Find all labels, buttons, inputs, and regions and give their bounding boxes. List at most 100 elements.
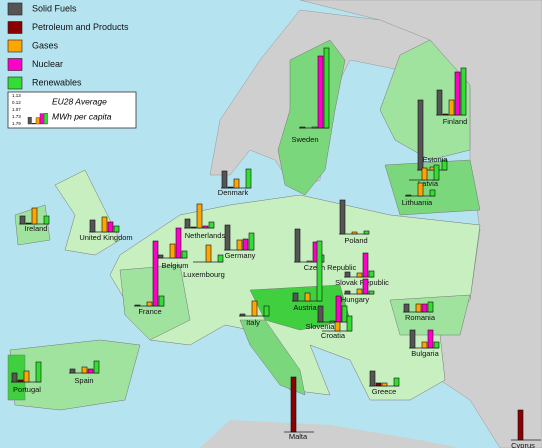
bar	[190, 226, 197, 229]
bar	[69, 368, 76, 374]
bar	[317, 55, 324, 129]
bar	[351, 231, 358, 235]
bar	[356, 272, 363, 278]
bar	[233, 178, 240, 189]
bar	[346, 315, 353, 332]
country-label: Slovak Republic	[335, 278, 389, 287]
legend-label: Petroleum and Products	[32, 22, 129, 32]
bar	[19, 215, 26, 225]
bar	[158, 295, 165, 307]
bar	[448, 99, 455, 116]
bar	[403, 303, 410, 313]
bar	[152, 240, 159, 307]
inset-bar	[43, 113, 48, 125]
country-label: Slovenia	[306, 322, 336, 331]
bar	[460, 67, 467, 116]
country-label: France	[138, 307, 161, 316]
country-label: Hungary	[341, 295, 370, 304]
bar	[368, 290, 375, 295]
bar	[11, 372, 18, 383]
bar	[454, 71, 461, 116]
bar	[362, 252, 369, 278]
bar	[25, 222, 32, 225]
bar	[242, 238, 249, 251]
bar	[362, 278, 369, 295]
country-label: Cyprus	[511, 441, 535, 448]
legend-label: Solid Fuels	[32, 3, 77, 13]
legend-label: Renewables	[32, 77, 82, 87]
inset-value: 1.07	[12, 107, 21, 112]
bar	[17, 379, 24, 383]
bar	[169, 243, 176, 259]
bar	[306, 260, 313, 263]
country-label: Croatia	[321, 331, 346, 340]
legend-label: Gases	[32, 40, 59, 50]
bar	[205, 244, 212, 263]
bar	[181, 250, 188, 259]
bar	[134, 304, 141, 307]
inset-title: EU28 Average	[52, 96, 107, 106]
country-label: Belgium	[161, 261, 188, 270]
bar	[263, 305, 270, 317]
bar	[409, 329, 416, 349]
central-land	[249, 284, 351, 331]
iberia-land	[9, 339, 141, 411]
country-label: Latvia	[418, 179, 439, 188]
bar	[304, 292, 311, 302]
legend-swatch	[7, 2, 23, 16]
bar	[436, 89, 443, 116]
uk-land	[54, 169, 121, 256]
bar	[405, 194, 412, 197]
bar	[323, 47, 330, 129]
bar	[344, 290, 351, 295]
inset-value: 0.12	[12, 100, 21, 105]
bar	[429, 189, 436, 197]
country-label: Bulgaria	[411, 349, 439, 358]
bar	[299, 126, 306, 129]
bar	[251, 300, 258, 317]
legend: Solid Fuels Petroleum and Products Gases Nu…	[7, 2, 129, 90]
bar	[208, 221, 215, 229]
country-label: Italy	[246, 318, 260, 327]
bar	[23, 370, 30, 383]
bar	[87, 368, 94, 374]
bar	[292, 292, 299, 302]
bar	[393, 377, 400, 387]
bar	[294, 228, 301, 263]
bar	[442, 113, 449, 116]
bar	[43, 215, 50, 225]
bar	[339, 199, 346, 235]
bar	[421, 303, 428, 313]
bar	[368, 270, 375, 278]
bar	[311, 126, 318, 129]
bar	[245, 168, 252, 189]
bar	[344, 271, 351, 278]
country-label: Portugal	[13, 385, 41, 394]
bar	[316, 240, 323, 302]
charts: 1.13 0.12 1.07 1.73 1.79 Sweden Finland Estonia…	[11, 47, 541, 448]
baltics-land	[384, 159, 481, 216]
bar	[317, 305, 324, 323]
romania-land	[389, 294, 471, 336]
legend-swatch	[7, 21, 23, 34]
country-label: Malta	[289, 432, 308, 441]
country-label: Finland	[443, 117, 468, 126]
finland-land	[379, 39, 471, 161]
country-label: Netherlands	[185, 231, 226, 240]
inset-subtitle: MWh per capita	[52, 111, 112, 121]
country-label: Luxembourg	[183, 270, 225, 279]
bar	[335, 295, 342, 323]
bar	[227, 186, 234, 189]
country-label: Romania	[405, 313, 436, 322]
bar	[427, 329, 434, 349]
inset-bar	[35, 117, 40, 125]
bar	[421, 341, 428, 349]
legend-swatch	[7, 58, 23, 71]
bar	[217, 254, 224, 263]
bar	[375, 382, 382, 387]
bar	[101, 216, 108, 233]
inset-bar	[39, 113, 44, 125]
country-label: Poland	[344, 236, 367, 245]
bar	[35, 361, 42, 383]
country-label: Lithuania	[402, 198, 433, 207]
